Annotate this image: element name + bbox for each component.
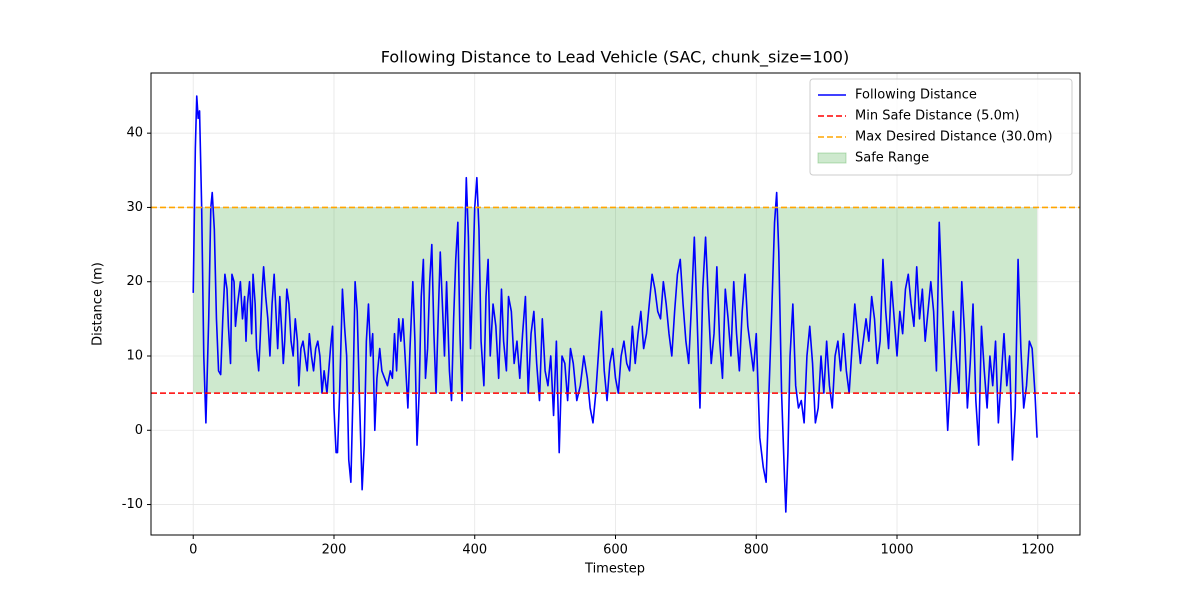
x-tick-label: 600 [603, 543, 628, 558]
legend: Following Distance Min Safe Distance (5.0… [809, 78, 1073, 176]
x-tick-label: 1000 [880, 543, 913, 558]
plot-frame [150, 72, 1081, 536]
x-tick-label: 0 [189, 543, 197, 558]
y-tick-label: 40 [126, 126, 143, 141]
legend-label: Max Desired Distance (30.0m) [855, 130, 1053, 145]
y-tick-label: 20 [126, 274, 143, 289]
legend-label: Min Safe Distance (5.0m) [855, 109, 1020, 124]
y-tick-label: -10 [122, 497, 143, 512]
legend-swatch [817, 152, 847, 164]
y-axis-label: Distance (m) [91, 262, 106, 346]
legend-box [809, 78, 1073, 176]
x-tick-label: 1200 [1021, 543, 1054, 558]
x-tick-label: 400 [462, 543, 487, 558]
x-tick-label: 800 [744, 543, 769, 558]
chart-title: Following Distance to Lead Vehicle (SAC,… [381, 48, 849, 68]
data-line [192, 95, 1038, 513]
x-axis-label: Timestep [584, 562, 645, 577]
legend-label: Safe Range [855, 151, 929, 166]
y-tick-label: 30 [126, 200, 143, 215]
y-tick-label: 10 [126, 348, 143, 363]
x-tick-label: 200 [322, 543, 347, 558]
plot-area [151, 95, 1080, 513]
legend-label: Following Distance [855, 88, 977, 103]
y-tick-label: 0 [135, 423, 143, 438]
